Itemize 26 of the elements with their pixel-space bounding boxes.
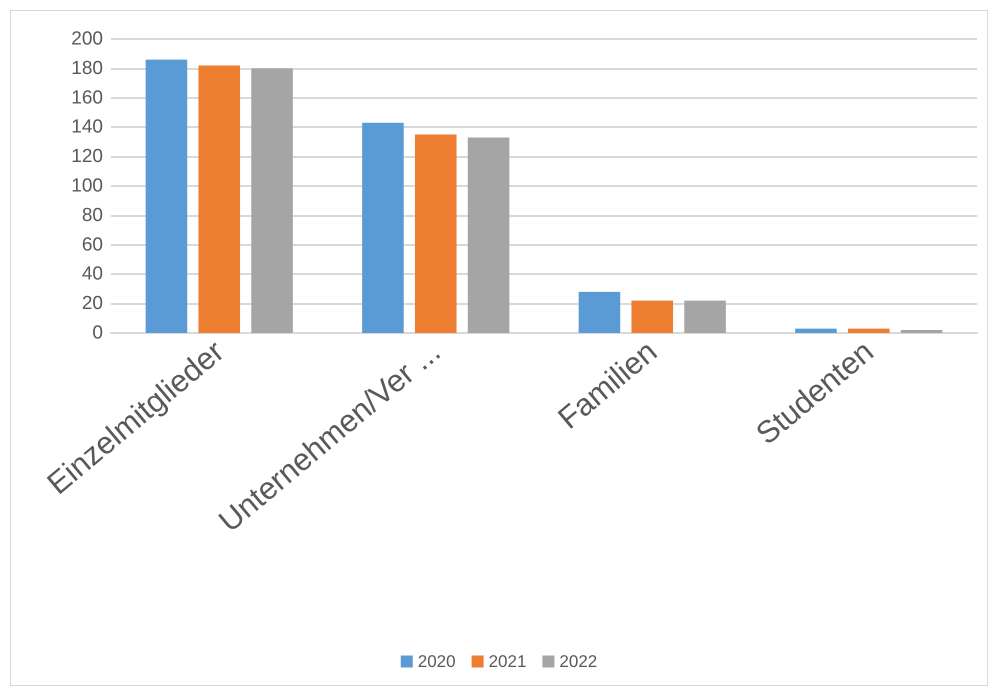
bar <box>362 122 404 333</box>
bar <box>578 292 620 333</box>
y-tick-label: 60 <box>82 234 103 256</box>
y-tick-label: 20 <box>82 293 103 314</box>
bar <box>414 134 457 333</box>
bar <box>631 300 674 333</box>
legend-label: 2020 <box>418 652 456 671</box>
y-tick-label: 80 <box>82 204 103 226</box>
legend-label: 2022 <box>559 652 598 671</box>
y-tick-label: 200 <box>71 28 103 50</box>
bar <box>684 300 726 333</box>
y-tick-label: 40 <box>82 264 103 285</box>
y-tick-label: 100 <box>71 176 103 196</box>
bar <box>468 137 510 333</box>
y-tick-label: 120 <box>71 146 103 168</box>
y-tick-label: 180 <box>71 58 103 79</box>
bar <box>198 65 240 333</box>
legend-label: 2021 <box>488 652 526 671</box>
y-tick-label: 0 <box>92 322 103 344</box>
bar <box>900 330 942 333</box>
y-tick-label: 160 <box>71 87 103 108</box>
bar <box>848 328 890 333</box>
bar <box>795 328 837 333</box>
bar <box>251 68 293 333</box>
y-tick-label: 140 <box>71 116 103 138</box>
bar <box>146 60 188 333</box>
